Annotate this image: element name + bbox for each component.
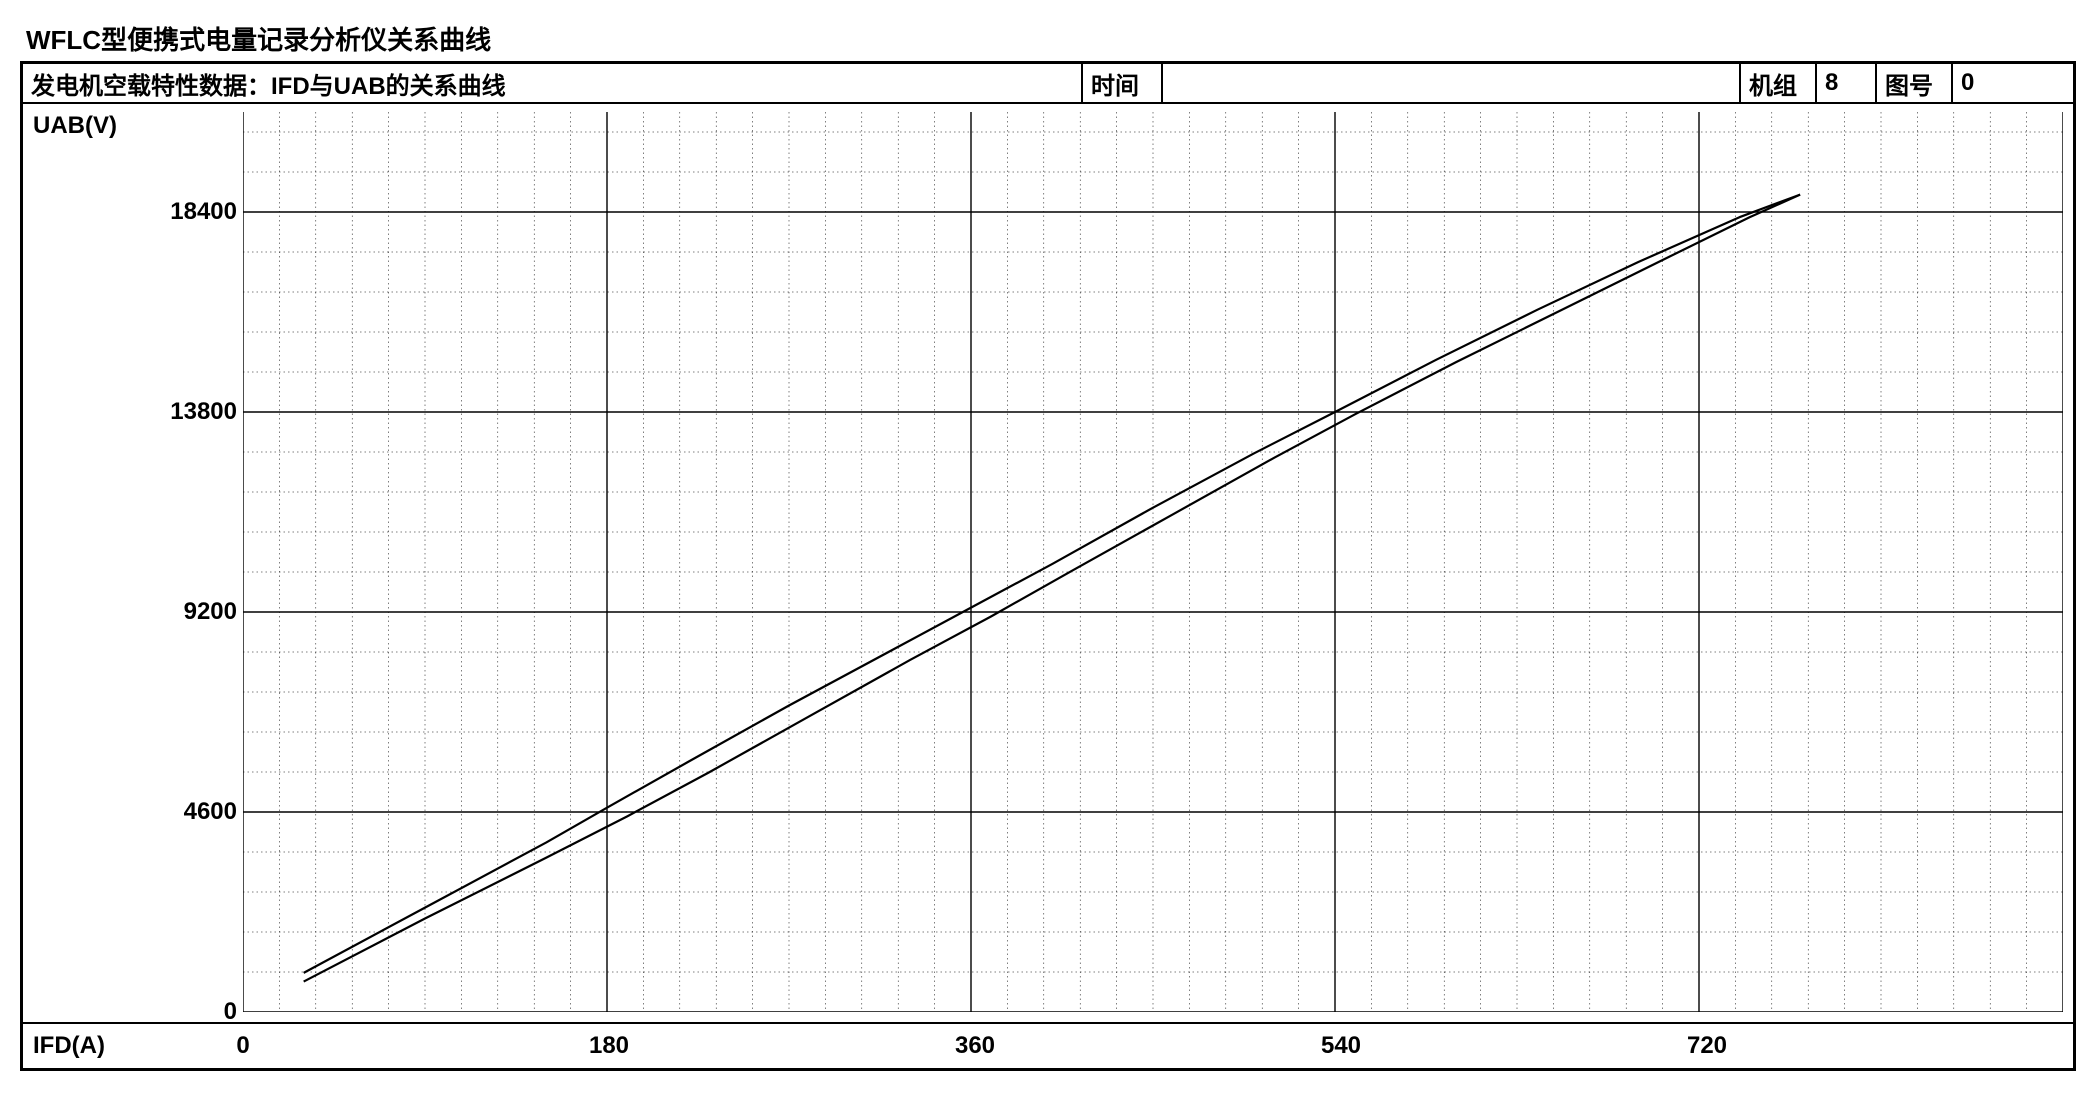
chart-frame: 发电机空载特性数据：IFD与UAB的关系曲线 时间 机组 8 图号 0 UAB(… <box>20 61 2076 1071</box>
unit-label: 机组 <box>1741 64 1817 102</box>
unit-value: 8 <box>1817 64 1877 102</box>
x-ticks: 0180360540720 <box>243 1024 2073 1068</box>
y-tick-label: 18400 <box>137 198 237 226</box>
x-axis-label: IFD(A) <box>23 1032 243 1060</box>
chart-area: UAB(V) 0460092001380018400 <box>23 104 2073 1024</box>
footer-row: IFD(A) 0 180 360 540 720 <box>23 1024 2073 1068</box>
figure-value: 0 <box>1953 64 2073 102</box>
y-axis-label: UAB(V) <box>33 112 117 140</box>
x-tick-label: 720 <box>1687 1032 1727 1060</box>
y-tick-label: 13800 <box>137 398 237 426</box>
time-label: 时间 <box>1083 64 1163 102</box>
y-tick-label: 9200 <box>137 598 237 626</box>
plot-box: 0460092001380018400 <box>243 112 2063 1012</box>
plot-svg <box>243 112 2063 1012</box>
subtitle: 发电机空载特性数据：IFD与UAB的关系曲线 <box>23 64 1083 102</box>
x-tick-label: 180 <box>589 1032 629 1060</box>
x-tick-label: 0 <box>236 1032 249 1060</box>
figure-label: 图号 <box>1877 64 1953 102</box>
y-tick-label: 4600 <box>137 798 237 826</box>
main-title: WFLC型便携式电量记录分析仪关系曲线 <box>20 20 2076 57</box>
y-tick-label: 0 <box>137 998 237 1026</box>
x-tick-label: 360 <box>955 1032 995 1060</box>
x-tick-label: 540 <box>1321 1032 1361 1060</box>
time-value <box>1163 64 1741 102</box>
header-row: 发电机空载特性数据：IFD与UAB的关系曲线 时间 机组 8 图号 0 <box>23 64 2073 104</box>
